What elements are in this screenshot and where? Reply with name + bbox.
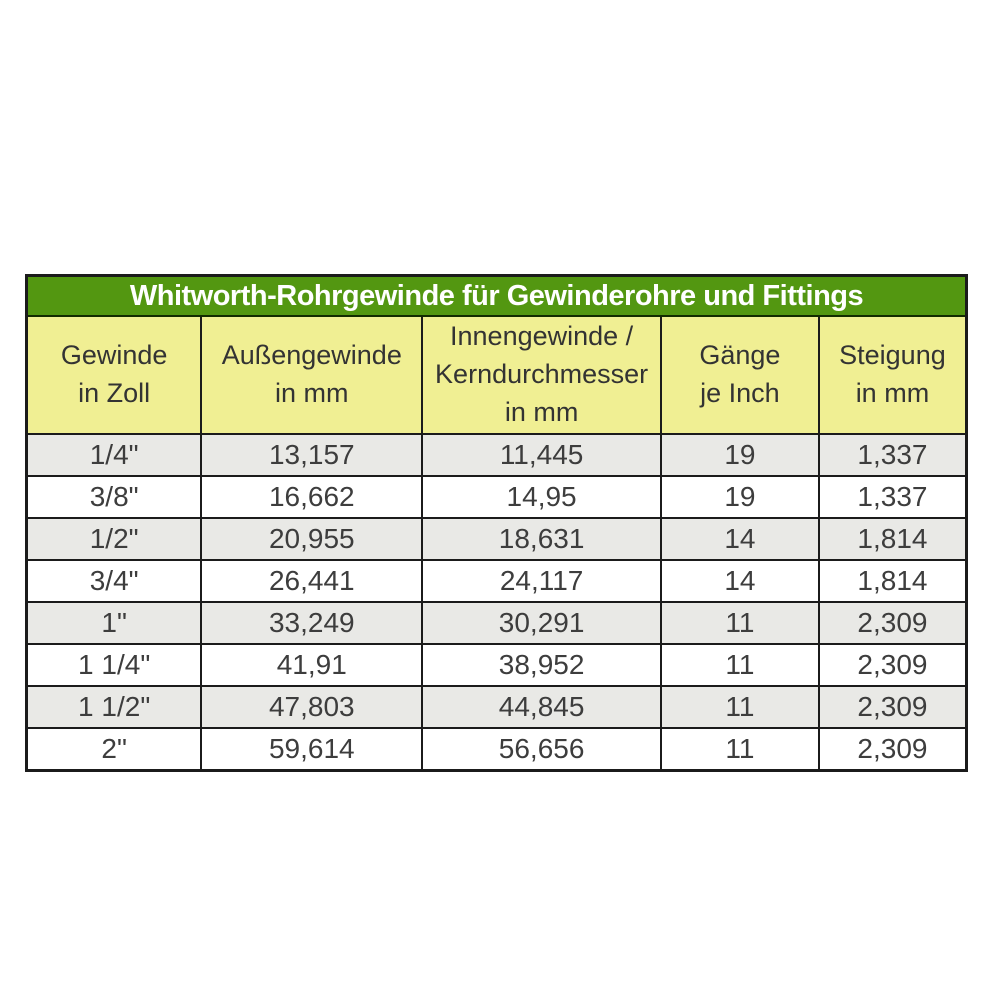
cell-gewinde-zoll: 2" (25, 727, 203, 772)
cell-gaenge: 19 (659, 475, 820, 519)
cell-steigung: 2,309 (817, 601, 968, 645)
column-header-gewinde-in-zoll: Gewinde in Zoll (25, 315, 203, 435)
cell-aussengewinde: 33,249 (200, 601, 424, 645)
column-header-innengewinde: Innengewinde / Kerndurchmesser in mm (421, 315, 662, 435)
whitworth-thread-table: Whitworth-Rohrgewinde für Gewinderohre u… (25, 274, 968, 772)
cell-steigung: 1,814 (817, 559, 968, 603)
cell-aussengewinde: 59,614 (200, 727, 424, 772)
column-header-aussengewinde: Außengewinde in mm (200, 315, 424, 435)
table-title: Whitworth-Rohrgewinde für Gewinderohre u… (25, 274, 968, 317)
cell-steigung: 1,337 (817, 433, 968, 477)
cell-steigung: 1,337 (817, 475, 968, 519)
cell-gewinde-zoll: 1/4" (25, 433, 203, 477)
cell-innengewinde: 18,631 (421, 517, 662, 561)
table-row: 1 1/2" 47,803 44,845 11 2,309 (25, 685, 968, 729)
cell-steigung: 2,309 (817, 685, 968, 729)
table-row: 3/8" 16,662 14,95 19 1,337 (25, 475, 968, 519)
cell-aussengewinde: 16,662 (200, 475, 424, 519)
column-header-gaenge-je-inch: Gänge je Inch (659, 315, 820, 435)
table-row: 2" 59,614 56,656 11 2,309 (25, 727, 968, 772)
table-row: 1" 33,249 30,291 11 2,309 (25, 601, 968, 645)
cell-steigung: 2,309 (817, 643, 968, 687)
table-title-row: Whitworth-Rohrgewinde für Gewinderohre u… (25, 274, 968, 317)
cell-aussengewinde: 13,157 (200, 433, 424, 477)
cell-innengewinde: 24,117 (421, 559, 662, 603)
cell-gaenge: 11 (659, 727, 820, 772)
column-header-steigung: Steigung in mm (817, 315, 968, 435)
cell-innengewinde: 11,445 (421, 433, 662, 477)
cell-gewinde-zoll: 1 1/2" (25, 685, 203, 729)
cell-aussengewinde: 47,803 (200, 685, 424, 729)
table-header-row: Gewinde in Zoll Außengewinde in mm Innen… (25, 315, 968, 435)
cell-gewinde-zoll: 1 1/4" (25, 643, 203, 687)
cell-innengewinde: 44,845 (421, 685, 662, 729)
cell-gaenge: 11 (659, 685, 820, 729)
cell-aussengewinde: 20,955 (200, 517, 424, 561)
cell-gewinde-zoll: 1" (25, 601, 203, 645)
cell-innengewinde: 56,656 (421, 727, 662, 772)
cell-aussengewinde: 41,91 (200, 643, 424, 687)
cell-steigung: 1,814 (817, 517, 968, 561)
cell-gewinde-zoll: 3/4" (25, 559, 203, 603)
cell-innengewinde: 14,95 (421, 475, 662, 519)
cell-innengewinde: 38,952 (421, 643, 662, 687)
cell-steigung: 2,309 (817, 727, 968, 772)
cell-gewinde-zoll: 1/2" (25, 517, 203, 561)
cell-gaenge: 11 (659, 601, 820, 645)
table-row: 1/2" 20,955 18,631 14 1,814 (25, 517, 968, 561)
cell-gaenge: 14 (659, 517, 820, 561)
table-row: 3/4" 26,441 24,117 14 1,814 (25, 559, 968, 603)
table-row: 1/4" 13,157 11,445 19 1,337 (25, 433, 968, 477)
cell-gewinde-zoll: 3/8" (25, 475, 203, 519)
table-row: 1 1/4" 41,91 38,952 11 2,309 (25, 643, 968, 687)
cell-aussengewinde: 26,441 (200, 559, 424, 603)
cell-innengewinde: 30,291 (421, 601, 662, 645)
cell-gaenge: 11 (659, 643, 820, 687)
cell-gaenge: 19 (659, 433, 820, 477)
cell-gaenge: 14 (659, 559, 820, 603)
